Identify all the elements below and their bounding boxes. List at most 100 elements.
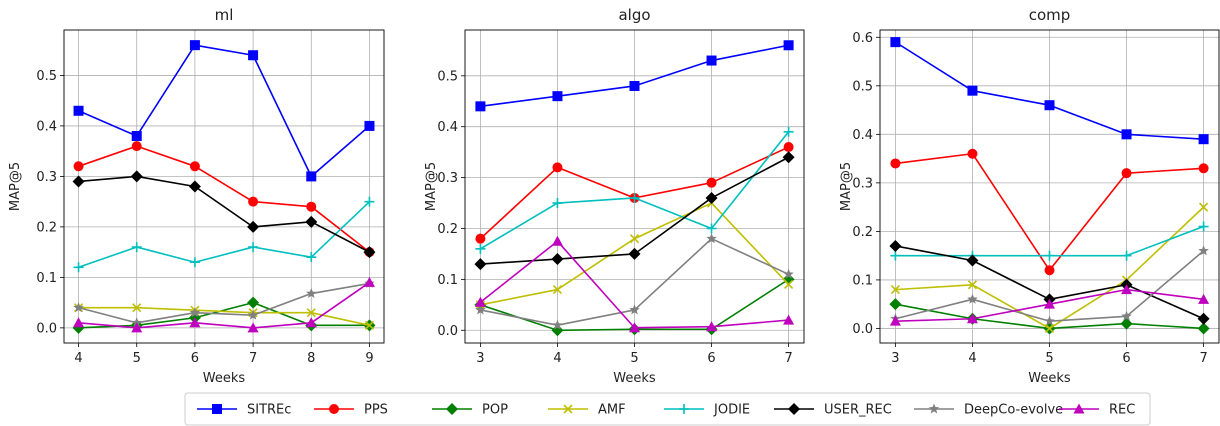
series-SITREc (890, 37, 1209, 145)
data-point (551, 253, 564, 266)
data-point (551, 235, 563, 246)
legend-marker (1073, 403, 1085, 414)
x-tick-label: 5 (133, 351, 141, 366)
x-tick-label: 3 (891, 351, 899, 366)
data-point (364, 120, 375, 131)
data-point (1121, 250, 1132, 261)
data-point (889, 315, 901, 326)
data-point (967, 293, 978, 304)
data-point (306, 252, 317, 263)
series-line (78, 306, 370, 327)
data-point (73, 317, 85, 328)
data-point (1044, 100, 1055, 111)
legend-entry-SITREc: SITREc (197, 403, 291, 418)
series-line (78, 201, 371, 269)
data-point (1044, 323, 1055, 334)
series-SITREc (475, 40, 794, 112)
data-point (475, 243, 486, 254)
y-tick-label: 0.1 (852, 273, 873, 288)
legend-marker (928, 403, 940, 414)
data-point (130, 170, 143, 183)
series-JODIE (475, 126, 794, 254)
series-line (78, 281, 370, 329)
data-point (705, 191, 718, 204)
data-point (73, 302, 84, 313)
x-tick-label: 7 (784, 351, 792, 366)
data-point (552, 319, 563, 330)
legend-label: SITREc (247, 403, 291, 418)
series-REC (474, 235, 795, 333)
data-point (783, 268, 794, 279)
series-REC (73, 276, 375, 333)
data-point (474, 296, 486, 307)
data-point (475, 233, 486, 244)
data-point (1199, 202, 1209, 212)
data-point (1198, 245, 1209, 256)
legend-label: DeepCo-evolve (964, 403, 1063, 418)
plot-area (64, 30, 384, 343)
data-point (1121, 129, 1132, 140)
data-point (967, 280, 978, 290)
data-point (1197, 322, 1210, 335)
data-point (706, 223, 717, 234)
data-point (131, 131, 142, 142)
data-point (552, 162, 563, 173)
legend-marker (446, 403, 458, 415)
data-point (629, 234, 640, 244)
data-point (364, 320, 375, 330)
x-axis-label: Weeks (203, 371, 246, 386)
legend-entry-REC: REC (1059, 403, 1135, 418)
chart-panel-algo: 3 4 5 6 7 0.0 0.1 0.2 0.3 0.4 0.5 algo Weeks MAP@5 (424, 6, 805, 386)
x-tick-label: 7 (1199, 351, 1207, 366)
legend-label: JODIE (713, 403, 750, 418)
data-point (782, 151, 795, 164)
data-point (475, 101, 486, 112)
x-tick-label: 8 (307, 351, 315, 366)
data-point (306, 308, 316, 318)
chart-title: ml (215, 6, 234, 24)
plot-frame (879, 29, 1220, 344)
data-point (966, 254, 979, 267)
data-point (967, 148, 978, 159)
data-point (784, 279, 794, 290)
legend-entry-AMF: AMF (548, 403, 626, 418)
y-tick-label: 0.3 (437, 171, 458, 186)
x-tick-label: 6 (191, 351, 199, 366)
data-point (706, 233, 717, 244)
y-tick-label: 0.5 (852, 79, 873, 94)
data-point (706, 321, 718, 332)
legend-label: USER_REC (824, 403, 892, 418)
y-tick-label: 0.6 (852, 31, 873, 46)
data-point (73, 105, 84, 116)
series-JODIE (73, 196, 375, 273)
data-point (783, 40, 794, 51)
legend: SITREc PPS POP AMF JODIE USER_REC DeepCo-evolv… (184, 392, 1151, 426)
legend-entry-PPS: PPS (314, 403, 388, 418)
legend-marker (212, 404, 222, 414)
y-tick-label: 0.0 (36, 321, 57, 336)
x-tick-label: 3 (476, 351, 484, 366)
y-tick-label: 0.3 (852, 176, 873, 191)
y-tick-label: 0.5 (437, 69, 458, 84)
y-tick-label: 0.5 (36, 69, 57, 84)
data-point (189, 40, 200, 51)
data-point (306, 201, 317, 212)
data-point (248, 196, 259, 207)
data-point (1197, 312, 1210, 325)
y-tick-label: 0.0 (852, 322, 873, 337)
y-tick-label: 0.2 (852, 225, 873, 240)
data-point (247, 309, 259, 320)
data-point (629, 80, 640, 91)
x-tick-label: 9 (365, 351, 373, 366)
data-point (1198, 163, 1209, 174)
data-point (305, 215, 318, 228)
y-tick-label: 0.2 (36, 220, 57, 235)
data-point (783, 142, 794, 153)
series-DeepCo-evolve (475, 233, 794, 330)
data-point (967, 85, 978, 96)
chart-title: algo (618, 6, 650, 24)
series-line (78, 175, 370, 253)
data-point (1044, 298, 1055, 309)
data-point (132, 303, 142, 313)
legend-label: POP (482, 403, 508, 418)
